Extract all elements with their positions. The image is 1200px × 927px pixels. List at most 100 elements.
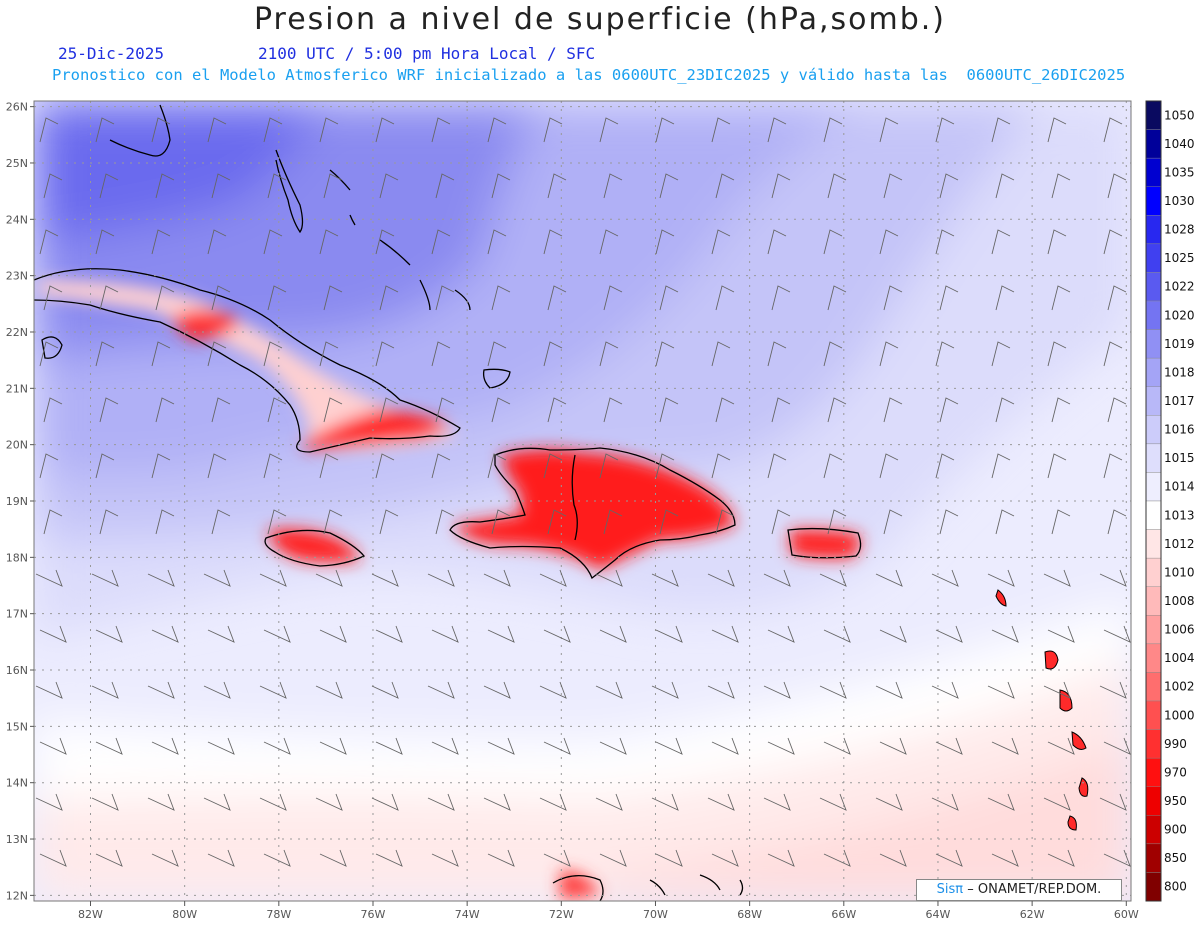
wind-barb	[875, 569, 903, 587]
wind-barb	[375, 229, 395, 255]
wind-barb	[435, 173, 455, 199]
wind-barb	[207, 849, 235, 867]
colorbar-swatch	[1145, 529, 1162, 559]
colorbar-label: 1022	[1164, 280, 1195, 294]
lon-tick-label: 62W	[1020, 908, 1045, 921]
wind-barb	[379, 509, 399, 535]
lat-tick-label: 19N	[6, 495, 28, 508]
wind-barb	[883, 285, 903, 311]
wind-barb	[767, 849, 795, 867]
wind-barb	[655, 625, 683, 643]
wind-barb	[375, 341, 395, 367]
wind-barb	[259, 681, 287, 699]
colorbar-label: 1030	[1164, 194, 1195, 208]
wind-barb	[491, 397, 511, 423]
colorbar-label: 1020	[1164, 308, 1195, 322]
wind-barb	[323, 397, 343, 423]
wind-barb	[431, 849, 459, 867]
wind-barb	[539, 569, 567, 587]
wind-barb	[39, 341, 59, 367]
wind-barb	[603, 509, 623, 535]
wind-barb	[991, 849, 1019, 867]
wind-barb	[35, 569, 63, 587]
wind-barb	[819, 569, 847, 587]
longitude-ticks: 82W 80W 78W 76W 74W 72W 70W 68W 66W 64W 62W 60W	[78, 901, 1139, 921]
wind-barb	[263, 229, 283, 255]
wind-barb	[1103, 453, 1123, 479]
wind-barb	[1051, 509, 1071, 535]
wind-barb	[879, 625, 907, 643]
colorbar-swatch	[1145, 215, 1162, 245]
wind-barb	[267, 509, 287, 535]
colorbar-swatch	[1145, 329, 1162, 359]
wind-barb	[991, 229, 1011, 255]
wind-barb	[203, 569, 231, 587]
colorbar-swatch	[1145, 243, 1162, 273]
wind-barb	[371, 681, 399, 699]
wind-barb	[823, 229, 843, 255]
wind-barb	[483, 569, 511, 587]
map-title: Presion a nivel de superficie (hPa,somb.…	[253, 2, 947, 37]
wind-barb	[543, 625, 571, 643]
wind-barb	[319, 453, 339, 479]
colorbar-swatch	[1145, 500, 1162, 530]
wind-barb	[1099, 681, 1127, 699]
colorbar-label: 800	[1164, 880, 1187, 894]
wind-barb	[427, 569, 455, 587]
wind-barb	[543, 453, 563, 479]
wind-barb	[599, 849, 627, 867]
wind-barb	[487, 625, 515, 643]
lat-tick-label: 12N	[6, 889, 28, 902]
wind-barb	[483, 793, 511, 811]
colorbar-swatch	[1145, 157, 1162, 187]
wind-barb	[771, 285, 791, 311]
wind-barb	[1103, 341, 1123, 367]
wind-barb	[823, 737, 851, 755]
wind-barb	[211, 285, 231, 311]
wind-barb	[99, 509, 119, 535]
wind-barb	[95, 453, 115, 479]
wind-barb	[375, 117, 395, 143]
wind-barb	[543, 117, 563, 143]
wind-barb	[39, 849, 67, 867]
colorbar-swatch	[1145, 615, 1162, 645]
colorbar-label: 1050	[1164, 108, 1195, 122]
wind-barb	[91, 569, 119, 587]
wind-barb	[263, 453, 283, 479]
wind-barb	[767, 229, 787, 255]
colorbar-label: 1025	[1164, 251, 1195, 265]
wind-barb	[995, 173, 1015, 199]
colorbar-swatch	[1145, 300, 1162, 330]
wind-barb	[827, 397, 847, 423]
wind-barb	[484, 906, 510, 922]
wind-barb	[995, 509, 1015, 535]
wind-barb	[319, 625, 347, 643]
wind-barb	[151, 737, 179, 755]
wind-barb	[879, 849, 907, 867]
colorbar-swatch	[1145, 643, 1162, 673]
colorbar-label: 1015	[1164, 451, 1195, 465]
wind-barb	[935, 453, 955, 479]
wind-barb	[715, 509, 735, 535]
wind-barb	[935, 849, 963, 867]
wind-barb	[763, 793, 791, 811]
wind-barb	[991, 737, 1019, 755]
model-info: Pronostico con el Modelo Atmosferico WRF…	[52, 66, 1126, 84]
colorbar-label: 1016	[1164, 423, 1195, 437]
wind-barb	[987, 793, 1015, 811]
wind-barb	[43, 285, 63, 311]
wind-barb	[931, 793, 959, 811]
wind-barb	[1047, 341, 1067, 367]
wind-barb	[879, 341, 899, 367]
wind-barb	[659, 173, 679, 199]
wind-barb	[991, 453, 1011, 479]
colorbar-swatch	[1145, 729, 1162, 759]
wind-barb	[207, 117, 227, 143]
wind-barb	[1047, 229, 1067, 255]
colorbar-label: 1004	[1164, 651, 1195, 665]
colorbar-swatch	[1145, 872, 1162, 902]
wind-barb	[95, 849, 123, 867]
wind-barb	[431, 341, 451, 367]
wind-barb	[763, 569, 791, 587]
wind-barb	[655, 341, 675, 367]
